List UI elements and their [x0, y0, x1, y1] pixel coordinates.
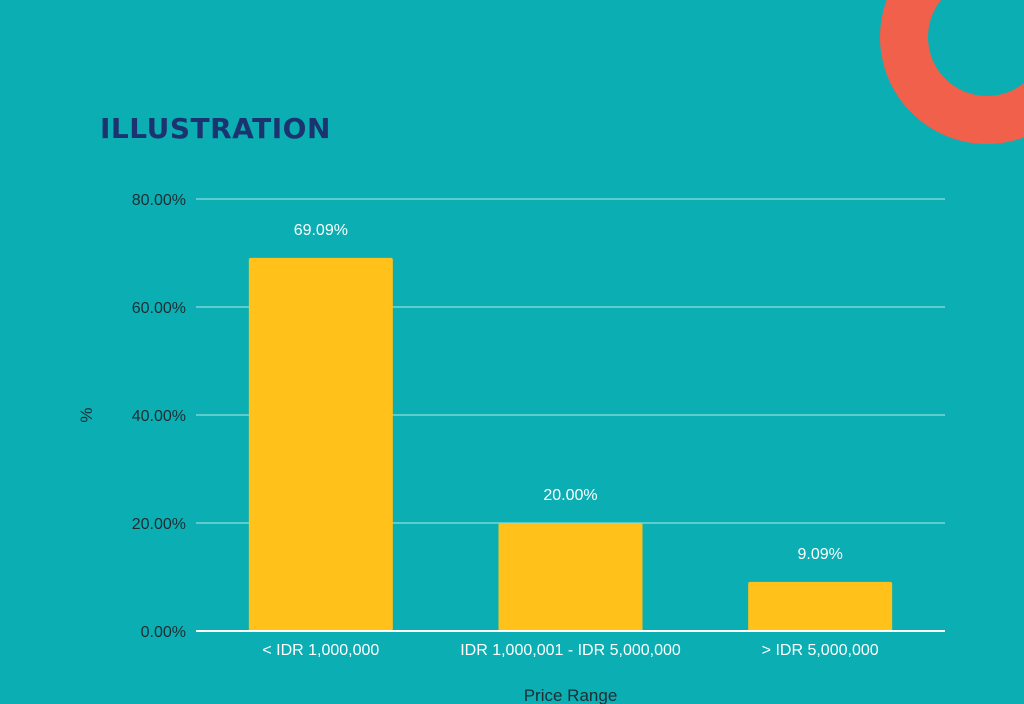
decorative-ring: [880, 0, 1024, 144]
y-tick-label: 60.00%: [132, 300, 186, 317]
x-tick-label: < IDR 1,000,000: [262, 642, 379, 659]
y-tick-label: 0.00%: [141, 624, 186, 641]
y-tick-label: 80.00%: [132, 192, 186, 209]
bar: [248, 257, 393, 631]
y-axis-title: %: [77, 407, 96, 422]
data-label: 9.09%: [797, 546, 842, 563]
x-axis-title: Price Range: [524, 686, 618, 704]
bar: [748, 581, 893, 631]
bar: [498, 523, 643, 631]
y-tick-label: 20.00%: [132, 516, 186, 533]
x-tick-label: IDR 1,000,001 - IDR 5,000,000: [460, 642, 681, 659]
data-label: 69.09%: [294, 222, 348, 239]
y-tick-label: 40.00%: [132, 408, 186, 425]
page-title: ILLUSTRATION: [100, 112, 331, 145]
x-tick-label: > IDR 5,000,000: [762, 642, 879, 659]
data-label: 20.00%: [543, 487, 597, 504]
